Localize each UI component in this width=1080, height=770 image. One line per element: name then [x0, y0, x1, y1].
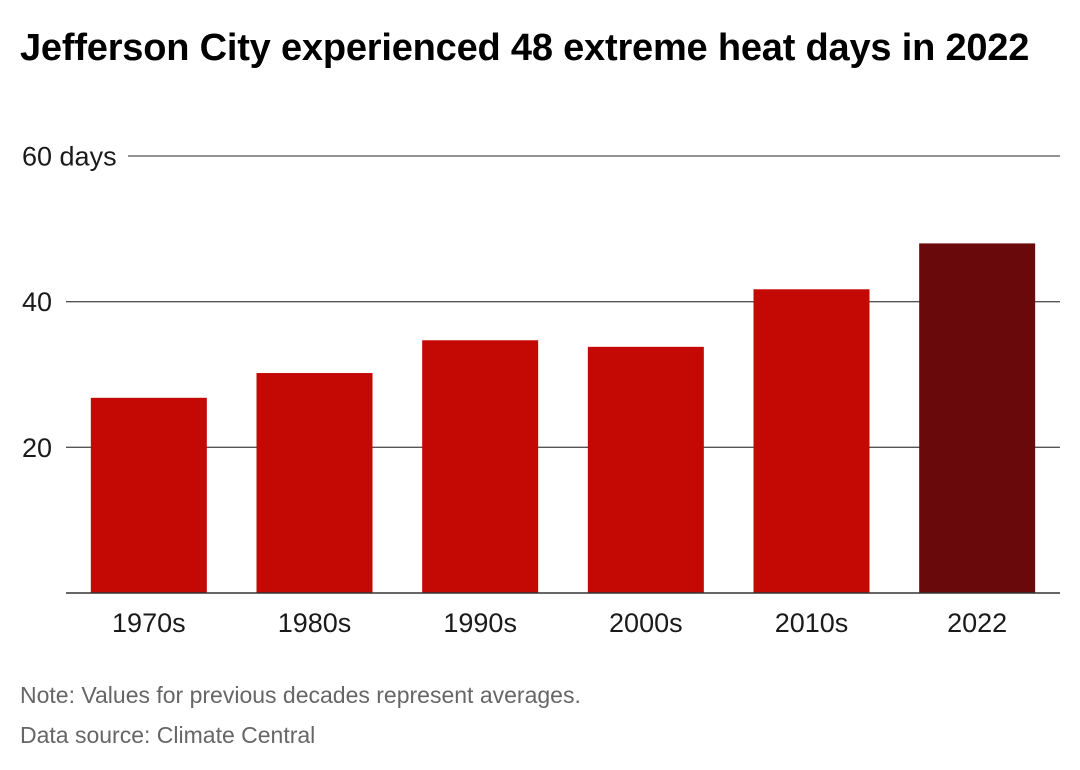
bar-2010s: [753, 289, 870, 593]
bar-1970s: [90, 397, 207, 593]
gridlines: [66, 155, 1060, 448]
bars: [90, 243, 1036, 593]
x-tick-label: 1990s: [443, 608, 517, 638]
chart-title: Jefferson City experienced 48 extreme he…: [20, 27, 1030, 69]
x-tick-labels: 1970s 1980s 1990s 2000s 2010s 2022: [112, 608, 1007, 638]
bar-1990s: [422, 340, 539, 593]
y-tick-labels: 20 40 60 days: [22, 142, 117, 463]
bar-2022: [919, 243, 1036, 593]
chart-note: Note: Values for previous decades repres…: [20, 682, 581, 708]
x-tick-label: 2022: [947, 608, 1007, 638]
x-tick-label: 2010s: [775, 608, 849, 638]
data-source: Data source: Climate Central: [20, 722, 316, 748]
x-tick-label: 1970s: [112, 608, 186, 638]
y-tick-label: 60 days: [22, 142, 117, 172]
bar-2000s: [587, 346, 704, 593]
x-tick-label: 1980s: [278, 608, 352, 638]
y-tick-label: 40: [22, 287, 52, 317]
x-tick-label: 2000s: [609, 608, 683, 638]
bar-1980s: [256, 373, 373, 593]
y-tick-label: 20: [22, 433, 52, 463]
